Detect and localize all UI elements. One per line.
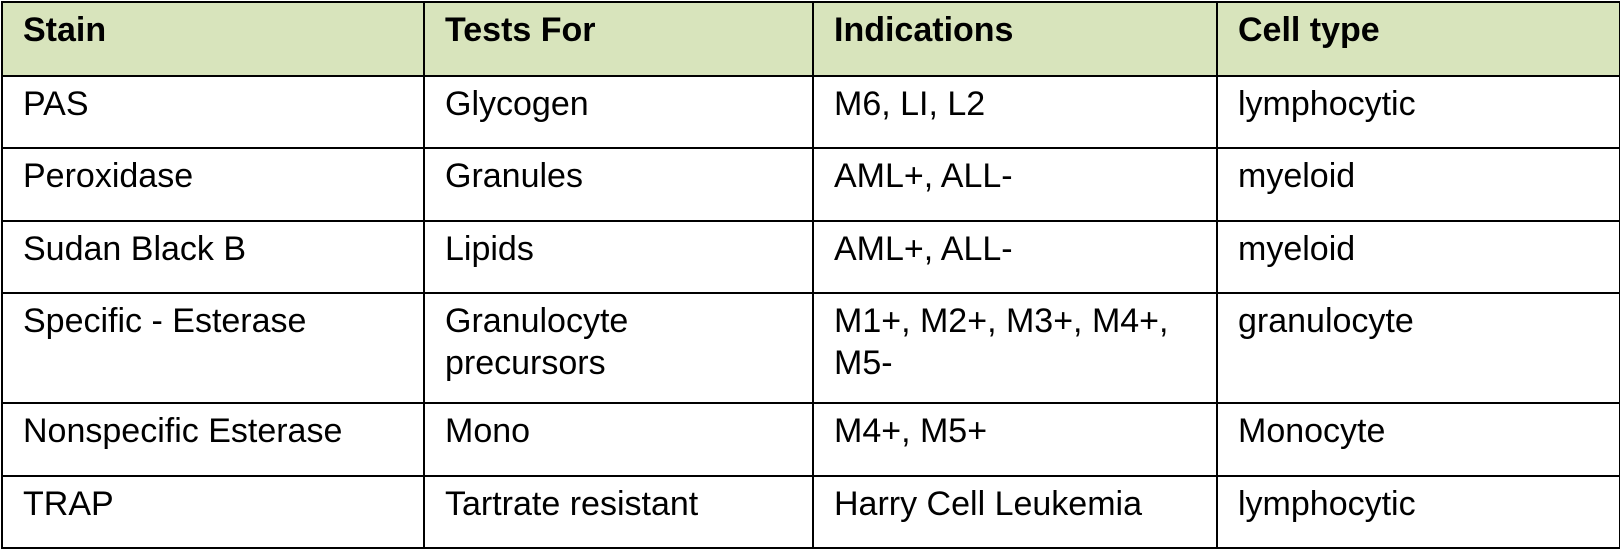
table-row: Specific - Esterase Granulocyte precursor…	[1, 291, 1620, 405]
table-cell: Sudan Black B	[1, 219, 425, 294]
table-cell: Glycogen	[423, 74, 814, 150]
table-row: Sudan Black B Lipids AML+, ALL-myeloid	[1, 219, 1620, 294]
header-row: Stain Tests For Indications Cell type	[1, 1, 1620, 77]
header-cell: Indications	[812, 1, 1218, 77]
table-cell: AML+, ALL-	[812, 147, 1218, 222]
table-cell: M6, LI, L2	[812, 74, 1218, 150]
table-cell: Granules	[423, 147, 814, 222]
table-cell: Lipids	[423, 219, 814, 294]
table-row: PAS Glycogen M6, LI, L2 lymphocytic	[1, 74, 1620, 150]
table-row: Nonspecific Esterase Mono M4+, M5+ Monocyte	[1, 402, 1620, 477]
table-cell: Specific - Esterase	[1, 291, 425, 405]
table-cell: PAS	[1, 74, 425, 150]
table-cell: Monocyte	[1216, 402, 1620, 477]
table-row: TRAP Tartrate resistant Harry Cell Leukemi…	[1, 474, 1620, 550]
table-cell: lymphocytic	[1216, 474, 1620, 550]
table-body: PAS Glycogen M6, LI, L2 lymphocytic Peroxida…	[1, 74, 1620, 550]
header-cell: Cell type	[1216, 1, 1620, 77]
table-cell: Mono	[423, 402, 814, 477]
table-cell: M1+, M2+, M3+, M4+, M5-	[812, 291, 1218, 405]
table-cell: lymphocytic	[1216, 74, 1620, 150]
table-cell: Nonspecific Esterase	[1, 402, 425, 477]
table-cell: granulocyte	[1216, 291, 1620, 405]
table-cell: Granulocyte precursors	[423, 291, 814, 405]
header-cell: Stain	[1, 1, 425, 77]
table-cell: Peroxidase	[1, 147, 425, 222]
table-cell: M4+, M5+	[812, 402, 1218, 477]
table-cell: TRAP	[1, 474, 425, 550]
table-cell: myeloid	[1216, 147, 1620, 222]
table-cell: myeloid	[1216, 219, 1620, 294]
header-cell: Tests For	[423, 1, 814, 77]
table-cell: Harry Cell Leukemia	[812, 474, 1218, 550]
table-cell: Tartrate resistant	[423, 474, 814, 550]
table-row: Peroxidase Granules AML+, ALL-myeloid	[1, 147, 1620, 222]
table-cell: AML+, ALL-	[812, 219, 1218, 294]
